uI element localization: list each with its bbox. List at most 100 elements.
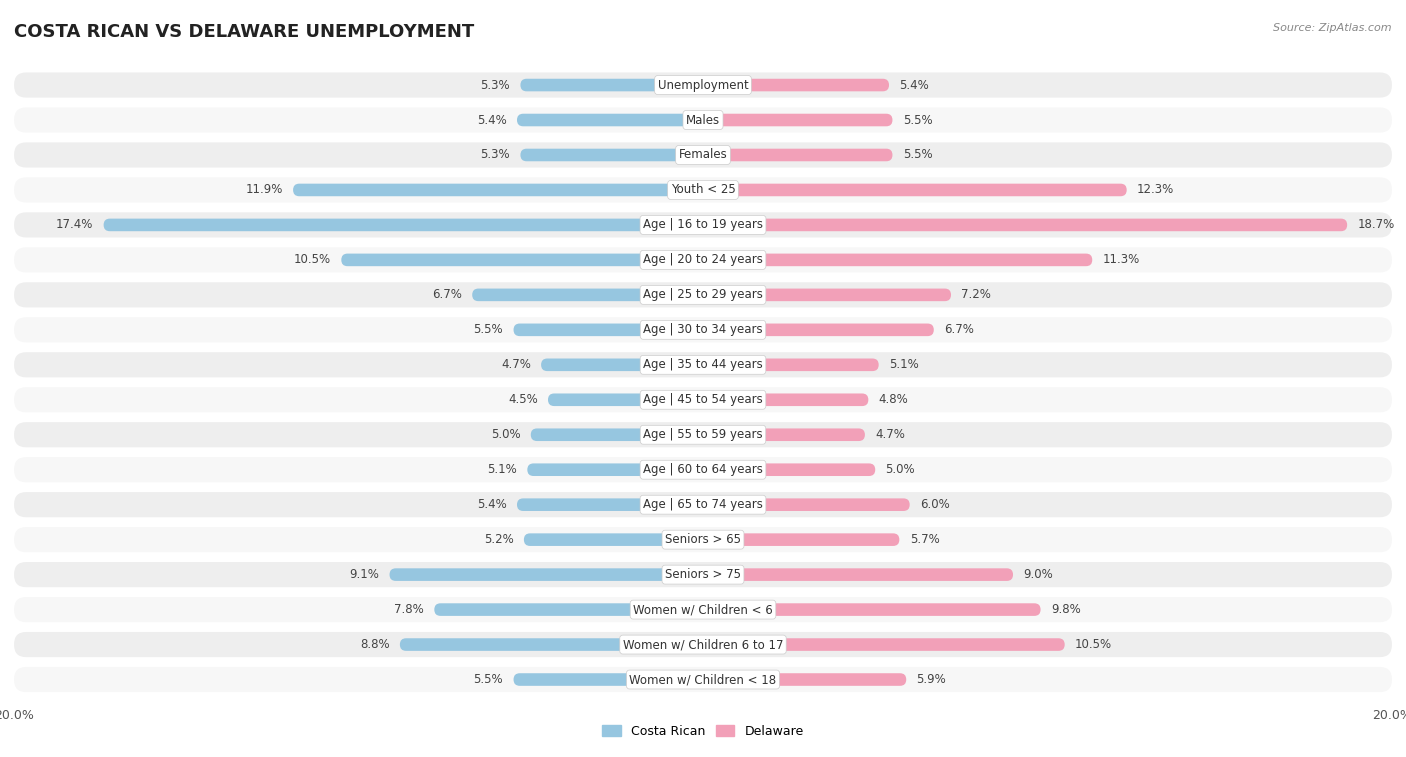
FancyBboxPatch shape	[14, 422, 1392, 447]
FancyBboxPatch shape	[541, 359, 703, 371]
Text: 4.5%: 4.5%	[508, 394, 537, 407]
Text: 5.1%: 5.1%	[889, 358, 918, 371]
Text: Women w/ Children < 18: Women w/ Children < 18	[630, 673, 776, 686]
Text: 5.4%: 5.4%	[477, 498, 506, 511]
Text: 5.1%: 5.1%	[488, 463, 517, 476]
FancyBboxPatch shape	[703, 184, 1126, 196]
FancyBboxPatch shape	[703, 219, 1347, 231]
Text: 5.5%: 5.5%	[903, 114, 932, 126]
FancyBboxPatch shape	[703, 569, 1012, 581]
FancyBboxPatch shape	[527, 463, 703, 476]
Text: 18.7%: 18.7%	[1358, 219, 1395, 232]
Text: 5.3%: 5.3%	[481, 79, 510, 92]
Text: 5.5%: 5.5%	[903, 148, 932, 161]
FancyBboxPatch shape	[520, 79, 703, 92]
FancyBboxPatch shape	[14, 212, 1392, 238]
FancyBboxPatch shape	[703, 498, 910, 511]
Text: 9.8%: 9.8%	[1050, 603, 1081, 616]
FancyBboxPatch shape	[703, 673, 907, 686]
Text: 5.9%: 5.9%	[917, 673, 946, 686]
Text: 6.7%: 6.7%	[432, 288, 461, 301]
Text: 9.0%: 9.0%	[1024, 568, 1053, 581]
Text: 4.8%: 4.8%	[879, 394, 908, 407]
FancyBboxPatch shape	[14, 248, 1392, 273]
Text: 5.4%: 5.4%	[900, 79, 929, 92]
FancyBboxPatch shape	[292, 184, 703, 196]
Text: COSTA RICAN VS DELAWARE UNEMPLOYMENT: COSTA RICAN VS DELAWARE UNEMPLOYMENT	[14, 23, 474, 41]
FancyBboxPatch shape	[517, 498, 703, 511]
Text: 4.7%: 4.7%	[501, 358, 531, 371]
FancyBboxPatch shape	[472, 288, 703, 301]
FancyBboxPatch shape	[703, 254, 1092, 266]
Text: 5.0%: 5.0%	[886, 463, 915, 476]
FancyBboxPatch shape	[14, 142, 1392, 167]
Text: Unemployment: Unemployment	[658, 79, 748, 92]
FancyBboxPatch shape	[520, 148, 703, 161]
Text: Age | 35 to 44 years: Age | 35 to 44 years	[643, 358, 763, 371]
FancyBboxPatch shape	[703, 114, 893, 126]
Text: 5.2%: 5.2%	[484, 533, 513, 546]
Text: 11.3%: 11.3%	[1102, 254, 1140, 266]
Text: Youth < 25: Youth < 25	[671, 183, 735, 197]
FancyBboxPatch shape	[703, 359, 879, 371]
FancyBboxPatch shape	[14, 492, 1392, 517]
Text: 4.7%: 4.7%	[875, 428, 905, 441]
Text: 10.5%: 10.5%	[1076, 638, 1112, 651]
FancyBboxPatch shape	[703, 463, 875, 476]
Text: Age | 16 to 19 years: Age | 16 to 19 years	[643, 219, 763, 232]
FancyBboxPatch shape	[703, 79, 889, 92]
Text: 17.4%: 17.4%	[56, 219, 93, 232]
Text: Seniors > 75: Seniors > 75	[665, 568, 741, 581]
FancyBboxPatch shape	[548, 394, 703, 406]
FancyBboxPatch shape	[703, 603, 1040, 616]
Text: 5.5%: 5.5%	[474, 673, 503, 686]
Text: 5.5%: 5.5%	[474, 323, 503, 336]
Text: 10.5%: 10.5%	[294, 254, 330, 266]
Text: Age | 20 to 24 years: Age | 20 to 24 years	[643, 254, 763, 266]
FancyBboxPatch shape	[703, 638, 1064, 651]
FancyBboxPatch shape	[14, 527, 1392, 553]
FancyBboxPatch shape	[14, 107, 1392, 132]
FancyBboxPatch shape	[703, 428, 865, 441]
FancyBboxPatch shape	[703, 394, 869, 406]
Text: 6.0%: 6.0%	[920, 498, 950, 511]
FancyBboxPatch shape	[104, 219, 703, 231]
FancyBboxPatch shape	[14, 317, 1392, 342]
FancyBboxPatch shape	[513, 673, 703, 686]
FancyBboxPatch shape	[513, 323, 703, 336]
Text: Age | 25 to 29 years: Age | 25 to 29 years	[643, 288, 763, 301]
FancyBboxPatch shape	[14, 282, 1392, 307]
FancyBboxPatch shape	[342, 254, 703, 266]
Text: Age | 60 to 64 years: Age | 60 to 64 years	[643, 463, 763, 476]
Text: 5.0%: 5.0%	[491, 428, 520, 441]
FancyBboxPatch shape	[703, 288, 950, 301]
Text: 9.1%: 9.1%	[349, 568, 380, 581]
FancyBboxPatch shape	[434, 603, 703, 616]
FancyBboxPatch shape	[531, 428, 703, 441]
Text: Women w/ Children < 6: Women w/ Children < 6	[633, 603, 773, 616]
Text: Age | 45 to 54 years: Age | 45 to 54 years	[643, 394, 763, 407]
FancyBboxPatch shape	[14, 597, 1392, 622]
FancyBboxPatch shape	[14, 352, 1392, 378]
Text: Age | 65 to 74 years: Age | 65 to 74 years	[643, 498, 763, 511]
Text: 5.7%: 5.7%	[910, 533, 939, 546]
FancyBboxPatch shape	[14, 177, 1392, 203]
Text: 5.3%: 5.3%	[481, 148, 510, 161]
FancyBboxPatch shape	[703, 148, 893, 161]
FancyBboxPatch shape	[14, 562, 1392, 587]
Text: Source: ZipAtlas.com: Source: ZipAtlas.com	[1274, 23, 1392, 33]
FancyBboxPatch shape	[703, 323, 934, 336]
Text: 6.7%: 6.7%	[945, 323, 974, 336]
Text: Age | 55 to 59 years: Age | 55 to 59 years	[643, 428, 763, 441]
Text: 8.8%: 8.8%	[360, 638, 389, 651]
FancyBboxPatch shape	[703, 534, 900, 546]
Text: 5.4%: 5.4%	[477, 114, 506, 126]
FancyBboxPatch shape	[14, 73, 1392, 98]
Text: Males: Males	[686, 114, 720, 126]
Text: Women w/ Children 6 to 17: Women w/ Children 6 to 17	[623, 638, 783, 651]
FancyBboxPatch shape	[14, 667, 1392, 692]
Text: 12.3%: 12.3%	[1137, 183, 1174, 197]
Text: Females: Females	[679, 148, 727, 161]
Text: 11.9%: 11.9%	[246, 183, 283, 197]
FancyBboxPatch shape	[517, 114, 703, 126]
